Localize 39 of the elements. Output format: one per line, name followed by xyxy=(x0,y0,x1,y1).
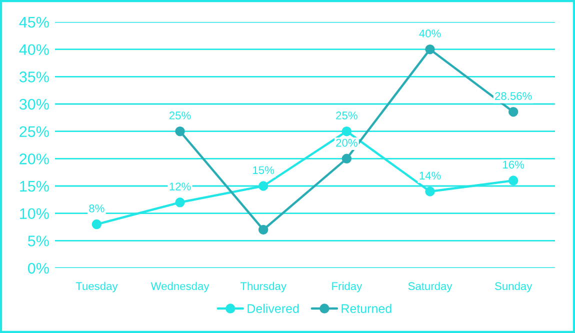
x-tick-label: Wednesday xyxy=(150,282,210,292)
point xyxy=(342,154,352,164)
point xyxy=(342,126,352,136)
y-tick-label: 40% xyxy=(19,44,49,56)
data-label: 40% xyxy=(419,30,441,38)
y-tick-label: 25% xyxy=(20,126,49,138)
x-tick-label: Friday xyxy=(332,282,362,292)
point xyxy=(175,198,185,208)
x-tick-label: Sunday xyxy=(494,282,532,292)
data-label: 15% xyxy=(253,166,274,174)
x-tick-label: Tuesday xyxy=(76,282,118,292)
y-tick-label: 0% xyxy=(28,262,49,274)
y-tick-label: 30% xyxy=(19,98,49,110)
x-tick-label: Saturday xyxy=(408,282,452,292)
legend-label: Delivered xyxy=(248,304,299,314)
y-tick-label: 35% xyxy=(19,72,49,82)
data-label: 8% xyxy=(89,204,104,212)
point xyxy=(508,107,518,117)
point xyxy=(258,181,268,191)
data-label: 25% xyxy=(169,112,191,120)
point xyxy=(258,224,268,235)
y-tick-label: 20% xyxy=(20,154,49,164)
y-tick-label: 5% xyxy=(28,236,49,246)
point xyxy=(175,126,185,136)
point xyxy=(425,186,435,196)
data-label: 28.56% xyxy=(495,92,532,100)
y-tick-label: 10% xyxy=(20,208,49,220)
point xyxy=(425,44,435,54)
data-label: 14% xyxy=(420,172,441,180)
legend-label: Returned xyxy=(342,304,392,314)
point xyxy=(92,219,102,230)
y-tick-label: 15% xyxy=(20,180,49,192)
point xyxy=(508,176,518,186)
data-label: 20% xyxy=(336,138,358,147)
y-tick-label: 45% xyxy=(19,16,49,28)
x-tick-label: Thursday xyxy=(240,282,286,292)
data-label: 16% xyxy=(503,160,524,169)
data-label: 12% xyxy=(170,182,191,190)
data-label: 25% xyxy=(336,112,358,120)
